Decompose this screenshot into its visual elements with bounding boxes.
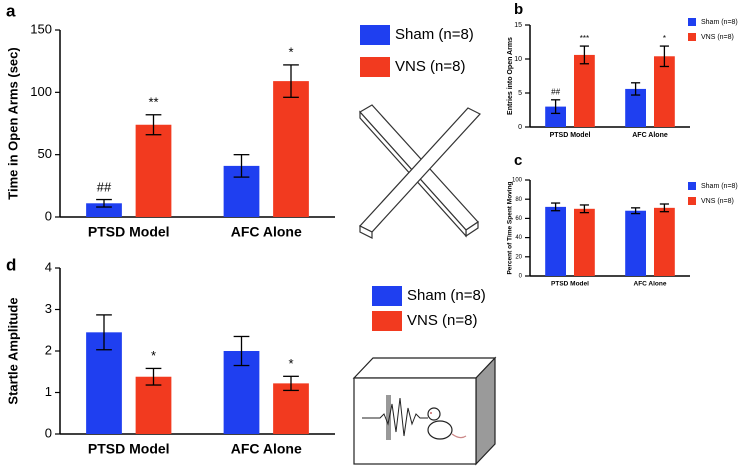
legend-label: VNS (n=8) (407, 312, 477, 329)
x-tick-label: AFC Alone (632, 132, 668, 139)
panel-letter: b (514, 1, 523, 18)
bar (545, 206, 566, 276)
y-tick-label: 60 (515, 216, 522, 222)
legend-swatch (360, 25, 390, 45)
x-tick-label: PTSD Model (551, 281, 589, 288)
x-tick-label: PTSD Model (550, 132, 591, 139)
legend-label: VNS (n=8) (701, 198, 734, 205)
y-axis-label: Time in Open Arms (sec) (5, 47, 20, 199)
y-tick-label: 3 (45, 301, 52, 316)
bar (135, 376, 172, 434)
significance-label: * (288, 356, 293, 371)
legend-label: Sham (n=8) (701, 183, 738, 190)
y-tick-label: 100 (30, 84, 52, 99)
panel-letter: a (6, 1, 16, 20)
significance-label: *** (580, 34, 589, 43)
startle-box-illustration (352, 356, 497, 466)
y-tick-label: 2 (45, 342, 52, 357)
y-tick-label: 80 (515, 197, 522, 203)
y-tick-label: 0 (45, 208, 52, 223)
y-tick-label: 0 (519, 274, 523, 280)
y-axis-label: Percent of Time Spent Moving (507, 181, 514, 274)
legend-label: VNS (n=8) (701, 34, 734, 41)
bar (545, 106, 566, 127)
y-tick-label: 50 (38, 146, 52, 161)
y-tick-label: 40 (515, 235, 522, 241)
bar (654, 56, 675, 127)
bar (625, 88, 646, 127)
y-tick-label: 5 (518, 90, 522, 97)
legend-label: Sham (n=8) (407, 287, 486, 304)
bar (273, 81, 309, 217)
significance-label: * (151, 348, 156, 363)
x-tick-label: PTSD Model (88, 224, 170, 240)
panel-letter: d (6, 255, 16, 274)
x-tick-label: PTSD Model (88, 441, 170, 457)
panel-letter: c (514, 152, 522, 169)
y-tick-label: 100 (512, 178, 523, 184)
y-tick-label: 1 (45, 384, 52, 399)
bar (273, 383, 309, 434)
significance-label: ## (551, 88, 560, 97)
y-axis-label: Startle Amplitude (5, 297, 20, 404)
legend-label: VNS (n=8) (395, 58, 465, 75)
significance-label: * (663, 34, 666, 43)
y-tick-label: 20 (515, 254, 522, 260)
y-tick-label: 15 (514, 22, 522, 29)
y-axis-label: Entries into Open Arms (507, 37, 514, 115)
bar (135, 124, 172, 217)
x-tick-label: AFC Alone (231, 441, 302, 457)
legend-label: Sham (n=8) (701, 19, 738, 26)
significance-label: ** (148, 95, 158, 110)
x-tick-label: AFC Alone (231, 224, 302, 240)
y-tick-label: 0 (518, 124, 522, 131)
legend-swatch (688, 182, 696, 190)
legend-swatch (372, 286, 402, 306)
legend-label: Sham (n=8) (395, 26, 474, 43)
x-tick-label: AFC Alone (634, 281, 667, 288)
legend-swatch (360, 57, 390, 77)
significance-label: * (288, 45, 293, 60)
bar (654, 207, 675, 276)
y-tick-label: 10 (514, 56, 522, 63)
maze-illustration (359, 104, 481, 239)
bar (574, 54, 595, 127)
y-tick-label: 150 (30, 21, 52, 36)
legend-swatch (688, 18, 696, 26)
bar (574, 208, 595, 276)
significance-label: ## (97, 179, 112, 194)
y-tick-label: 0 (45, 425, 52, 440)
legend-swatch (372, 311, 402, 331)
bar (625, 210, 646, 276)
legend-swatch (688, 197, 696, 205)
legend-swatch (688, 33, 696, 41)
bar (86, 203, 122, 217)
y-tick-label: 4 (45, 259, 52, 274)
